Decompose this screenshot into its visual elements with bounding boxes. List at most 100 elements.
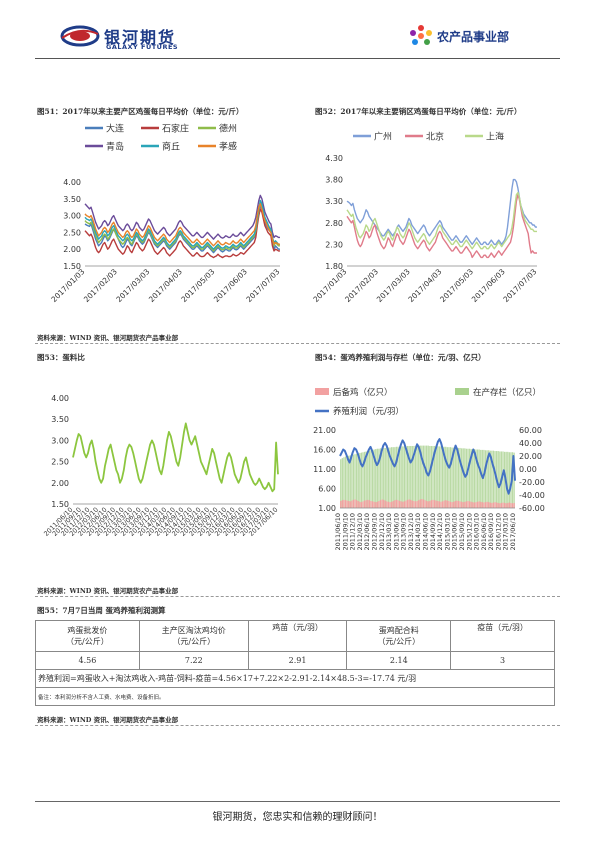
bar-inventory [392, 447, 394, 508]
series-line-上海 [346, 191, 537, 250]
bar-inventory [464, 448, 466, 508]
bar-inventory [349, 455, 351, 508]
bar-reserve-hens [500, 502, 503, 508]
bar-inventory [435, 446, 437, 508]
bar-inventory [507, 451, 509, 508]
bar-inventory [395, 446, 398, 508]
bar-inventory [352, 454, 355, 508]
table-cell: 3 [450, 651, 555, 670]
x-tick-label: 2016/12/10 [494, 513, 502, 550]
bar-inventory [416, 445, 418, 508]
table-header-cell: 鸡苗（元/羽） [247, 620, 348, 652]
y-tick-label: 3.50 [63, 195, 81, 204]
bar-inventory [449, 447, 452, 508]
bar-inventory [363, 451, 366, 508]
bar-reserve-hens [413, 500, 415, 508]
bar-reserve-hens [371, 501, 374, 508]
bar-inventory [483, 449, 485, 508]
fig54-title: 图54：蛋鸡养殖利润与存栏（单位：元/羽、亿只） [315, 353, 486, 362]
series-line-商丘 [84, 199, 280, 250]
bar-reserve-hens [462, 502, 464, 508]
bar-inventory [419, 445, 421, 508]
bar-inventory [465, 448, 468, 508]
y-tick-label: 2.80 [325, 219, 343, 228]
bar-inventory [488, 450, 490, 508]
footer-rule [35, 801, 560, 802]
bar-inventory [414, 445, 417, 508]
bar-inventory [443, 446, 445, 508]
legend-swatch [315, 388, 329, 395]
bar-inventory [367, 451, 369, 508]
bar-reserve-hens [398, 500, 401, 508]
bar-inventory [486, 450, 488, 508]
y-left-tick-label: 1.00 [318, 504, 336, 513]
x-tick-label: 2017/06/10 [509, 513, 517, 550]
bar-reserve-hens [494, 502, 496, 508]
y-tick-label: 2.00 [51, 479, 69, 488]
bar-reserve-hens [481, 502, 483, 508]
bar-inventory [426, 445, 428, 508]
bar-inventory [410, 445, 412, 508]
bar-reserve-hens [441, 501, 444, 508]
table-cell: 2.91 [247, 651, 348, 670]
bar-reserve-hens [488, 502, 490, 508]
bar-inventory [394, 447, 396, 508]
bar-reserve-hens [354, 499, 356, 508]
x-tick-label: 2015/09/10 [458, 513, 466, 550]
bar-reserve-hens [486, 501, 488, 508]
table-header-row: 鸡蛋批发价 （元/公斤） 主产区淘汰鸡均价 （元/公斤） 鸡苗（元/羽） 蛋鸡配… [35, 620, 555, 652]
bar-reserve-hens [392, 500, 394, 508]
y-tick-label: 1.50 [63, 262, 81, 271]
table-cell: 7.22 [138, 651, 249, 670]
x-tick-label: 2013/12/10 [407, 513, 415, 550]
y-tick-label: 2.30 [325, 240, 343, 249]
bar-reserve-hens [418, 500, 420, 508]
x-tick-label: 2014/09/10 [429, 513, 437, 550]
y-tick-label: 2.50 [63, 228, 81, 237]
bar-inventory [445, 446, 447, 508]
bar-inventory [376, 448, 378, 508]
bar-inventory [346, 456, 348, 508]
bar-reserve-hens [424, 500, 426, 508]
bar-inventory [348, 455, 350, 508]
bar-reserve-hens [414, 501, 417, 508]
bar-inventory [424, 445, 426, 508]
x-tick-label: 2012/03/10 [356, 513, 364, 550]
legend-label: 德州 [219, 123, 237, 135]
bar-inventory [492, 450, 495, 508]
bar-reserve-hens [438, 501, 441, 508]
bar-reserve-hens [378, 500, 380, 508]
bar-reserve-hens [480, 501, 482, 508]
chart-fig53: 4.003.503.002.502.001.502011/06/102011/0… [42, 394, 279, 538]
bar-reserve-hens [497, 502, 499, 508]
bar-reserve-hens [362, 501, 364, 508]
bar-inventory [411, 445, 413, 508]
bar-inventory [502, 451, 504, 508]
series-line-main [72, 422, 279, 493]
y-tick-label: 3.00 [63, 212, 81, 221]
y-tick-label: 3.50 [51, 415, 69, 424]
bar-reserve-hens [433, 500, 436, 508]
bar-reserve-hens [376, 501, 378, 508]
x-tick-label: 2015/03/10 [443, 513, 451, 550]
bar-inventory [405, 446, 407, 508]
bar-reserve-hens [341, 500, 343, 508]
bar-reserve-hens [445, 500, 447, 508]
bar-reserve-hens [510, 502, 512, 508]
bar-inventory [457, 447, 460, 508]
y-right-tick-label: 20.00 [519, 452, 542, 461]
bar-inventory [484, 450, 487, 508]
x-tick-label: 2016/03/10 [473, 513, 481, 550]
y-right-tick-label: -40.00 [519, 491, 545, 500]
bar-inventory [351, 454, 353, 508]
legend-label: 北京 [426, 131, 444, 143]
table-header-cell: 鸡蛋批发价 （元/公斤） [35, 620, 140, 652]
bar-inventory [413, 445, 415, 508]
bar-inventory [397, 446, 399, 508]
bar-reserve-hens [389, 502, 391, 508]
bar-inventory [462, 448, 464, 508]
bar-reserve-hens [406, 499, 409, 508]
table-formula-row: 养殖利润=鸡蛋收入+淘汰鸡收入-鸡苗-饲料-疫苗=4.56×17+7.22×2-… [35, 669, 555, 688]
header-line2: （元/公斤） [172, 637, 216, 646]
bar-inventory [371, 449, 374, 508]
